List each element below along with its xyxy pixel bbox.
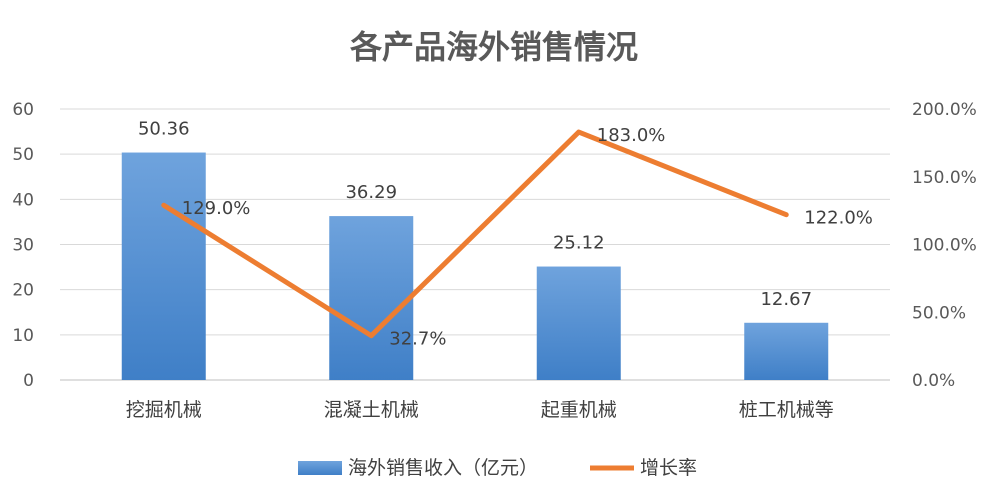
legend: 海外销售收入（亿元） 增长率	[298, 457, 697, 479]
right-tick-label: 150.0%	[912, 168, 977, 188]
left-tick-label: 40	[12, 190, 34, 210]
line-series	[161, 129, 789, 339]
left-tick-label: 0	[23, 371, 34, 391]
line-point	[162, 204, 165, 207]
line-point	[370, 334, 373, 337]
left-tick-label: 60	[12, 100, 34, 120]
bar-series	[121, 152, 829, 380]
left-tick-label: 50	[12, 145, 34, 165]
right-tick-label: 50.0%	[912, 303, 966, 323]
bar	[744, 322, 829, 380]
bar	[121, 152, 206, 380]
line-data-label: 122.0%	[804, 208, 873, 229]
right-tick-label: 0.0%	[912, 371, 955, 391]
bar-data-label: 36.29	[345, 182, 397, 203]
category-label: 混凝土机械	[324, 399, 419, 421]
right-tick-label: 100.0%	[912, 236, 977, 256]
legend-line-label: 增长率	[640, 457, 697, 479]
legend-bar-swatch	[298, 461, 342, 475]
left-tick-label: 10	[12, 326, 34, 346]
category-label: 起重机械	[541, 399, 617, 421]
category-label: 挖掘机械	[126, 399, 202, 421]
bar-data-label: 12.67	[760, 289, 812, 310]
growth-line	[161, 129, 789, 339]
left-axis-ticks: 0 10 20 30 40 50 60	[12, 100, 34, 391]
right-tick-label: 200.0%	[912, 100, 977, 120]
bar-data-label: 50.36	[138, 119, 190, 140]
category-label: 桩工机械等	[739, 399, 834, 421]
chart-title: 各产品海外销售情况	[350, 28, 638, 66]
legend-bar-label: 海外销售收入（亿元）	[348, 457, 538, 479]
bar	[329, 216, 414, 380]
line-point	[577, 131, 580, 134]
left-tick-label: 30	[12, 236, 34, 256]
line-data-label: 129.0%	[182, 198, 251, 219]
line-data-label: 32.7%	[389, 329, 446, 350]
right-axis-ticks: 0.0% 50.0% 100.0% 150.0% 200.0%	[912, 100, 977, 391]
line-data-labels: 129.0% 32.7% 183.0% 122.0%	[182, 125, 873, 350]
line-data-label: 183.0%	[597, 125, 666, 146]
category-labels: 挖掘机械 混凝土机械 起重机械 桩工机械等	[126, 399, 834, 421]
line-point	[785, 213, 788, 216]
bar	[536, 266, 621, 380]
bar-data-labels: 50.36 36.29 25.12 12.67	[138, 119, 812, 310]
bar-data-label: 25.12	[553, 233, 605, 254]
left-tick-label: 20	[12, 281, 34, 301]
